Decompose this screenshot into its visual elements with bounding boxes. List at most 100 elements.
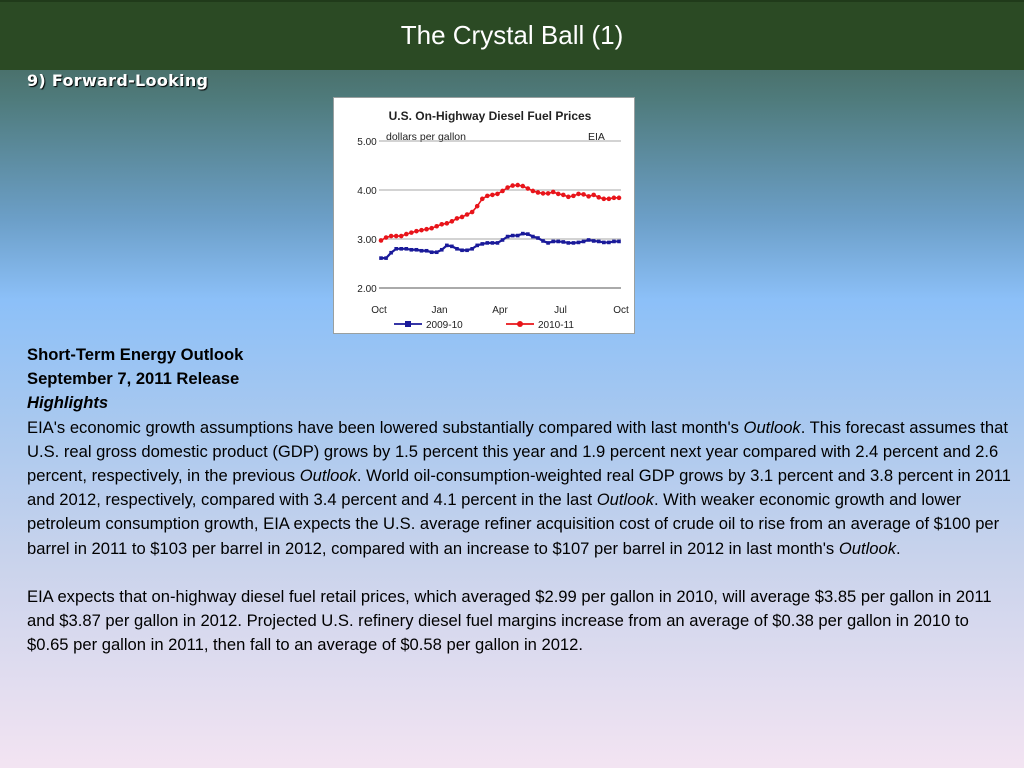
data-point [510, 233, 515, 238]
data-point [530, 188, 536, 194]
data-point [414, 228, 419, 234]
data-point [571, 241, 576, 245]
data-point [555, 191, 561, 197]
data-point [404, 231, 409, 237]
data-point [510, 183, 515, 188]
data-point [611, 195, 617, 201]
data-point [485, 193, 490, 199]
p1-text-3: . World oil-consumption-weighted real GD… [27, 466, 1011, 510]
data-point [505, 185, 510, 190]
p1-outlook-1: Outlook [743, 417, 801, 437]
data-point [490, 192, 495, 198]
x-tick-label: Jan [431, 305, 447, 316]
report-heading: Short-Term Energy Outlook [27, 345, 244, 364]
data-point [525, 186, 531, 191]
data-point [515, 233, 520, 238]
data-point [384, 256, 388, 260]
data-point [419, 248, 424, 253]
chart-source: EIA [588, 131, 605, 143]
data-point [591, 192, 596, 198]
data-point [591, 239, 596, 243]
x-tick-label: Oct [371, 305, 387, 316]
data-point [475, 243, 480, 248]
data-point [596, 239, 601, 244]
p1-text-5: . [896, 538, 901, 558]
data-point [378, 238, 384, 243]
data-point [561, 240, 566, 244]
data-point [556, 239, 561, 244]
legend-marker [517, 321, 523, 327]
data-point [550, 189, 556, 195]
data-point [541, 239, 545, 243]
data-point [606, 196, 612, 202]
report-date: September 7, 2011 Release [27, 369, 240, 389]
data-point [439, 222, 445, 227]
data-point [424, 226, 429, 232]
data-point [520, 183, 526, 189]
y-tick-label: 4.00 [357, 186, 377, 197]
data-point [450, 244, 454, 249]
data-point [535, 190, 541, 195]
p1-outlook-2: Outlook [299, 466, 357, 486]
paragraph-diesel-prices: EIA expects that on-highway diesel fuel … [27, 586, 992, 655]
slide-title: The Crystal Ball (1) [400, 19, 624, 50]
data-point [454, 216, 460, 221]
p1-outlook-4: Outlook [838, 538, 897, 558]
data-point [581, 192, 586, 197]
data-point [434, 250, 439, 255]
data-point [551, 239, 555, 244]
data-point [409, 230, 414, 235]
data-point [540, 191, 546, 196]
series-line-2009-10 [381, 232, 619, 260]
data-point [414, 247, 419, 252]
data-point [398, 233, 404, 239]
data-point [485, 241, 490, 245]
data-point [495, 191, 500, 197]
slide-subtitle: 9) Forward-Looking [27, 71, 209, 90]
legend-label: 2010-11 [538, 320, 574, 331]
title-bar: The Crystal Ball (1) [0, 0, 1024, 70]
data-point [434, 223, 440, 229]
data-point [586, 194, 591, 199]
data-point [393, 233, 399, 239]
data-point [546, 241, 550, 245]
data-point [429, 225, 434, 231]
data-point [429, 250, 434, 255]
data-point [576, 191, 581, 197]
data-point [586, 238, 591, 242]
x-tick-label: Jul [554, 305, 567, 316]
data-point [515, 182, 521, 188]
data-point [379, 256, 383, 260]
chart-title: U.S. On-Highway Diesel Fuel Prices [389, 109, 592, 123]
data-point [612, 239, 616, 244]
y-tick-label: 5.00 [357, 137, 377, 148]
data-point [560, 192, 566, 198]
data-point [459, 214, 465, 220]
p1-text-4: . With weaker economic growth and lower … [27, 490, 1000, 558]
p1-outlook-3: Outlook [596, 490, 654, 510]
x-tick-label: Apr [492, 305, 508, 316]
data-point [479, 196, 485, 202]
chart-ylabel: dollars per gallon [386, 131, 466, 143]
data-point [474, 203, 480, 209]
data-point [581, 239, 586, 244]
x-tick-label: Oct [613, 305, 629, 316]
p1-text-1: EIA's economic growth assumptions have b… [27, 417, 744, 437]
paragraph-economic-growth: EIA's economic growth assumptions have b… [27, 416, 1012, 561]
data-point [470, 247, 474, 251]
data-point [616, 195, 622, 201]
data-point [500, 188, 505, 194]
p1-text-2: . This forecast assumes that U.S. real g… [27, 417, 1008, 486]
data-point [469, 209, 475, 215]
data-point [596, 195, 602, 200]
data-point [566, 241, 571, 245]
data-point [449, 219, 455, 224]
data-point [383, 235, 389, 240]
data-point [409, 247, 414, 252]
y-tick-label: 3.00 [357, 235, 377, 246]
chart-svg: U.S. On-Highway Diesel Fuel Prices dolla… [357, 109, 629, 331]
data-point [465, 248, 469, 253]
data-point [404, 247, 409, 251]
article-text: Short-Term Energy Outlook September 7, 2… [27, 343, 1012, 657]
data-point [444, 221, 450, 226]
